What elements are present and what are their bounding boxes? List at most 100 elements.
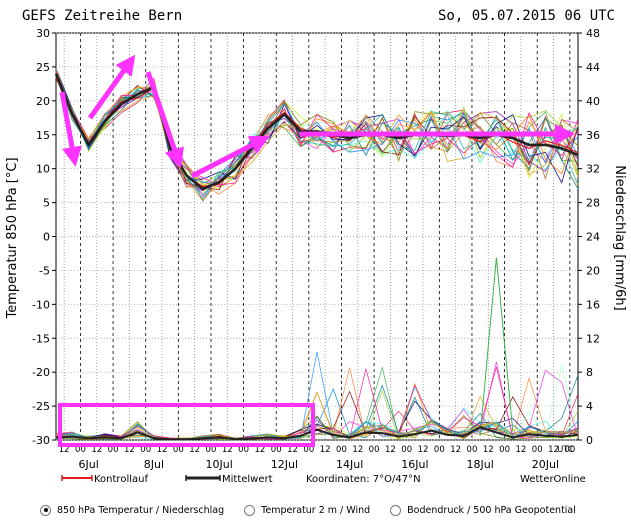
annotation-arrow xyxy=(59,91,82,167)
left-tick-label: 5 xyxy=(43,197,50,210)
hour-label: 12 xyxy=(483,445,494,455)
hour-label: 12 xyxy=(189,445,200,455)
option-temp-precip-label: 850 hPa Temperatur / Niederschlag xyxy=(57,504,225,516)
hour-label: 00 xyxy=(532,445,543,455)
hour-label: 00 xyxy=(369,445,380,455)
temp-member-line xyxy=(55,72,579,202)
hour-label: 00 xyxy=(303,445,314,455)
hour-label: 00 xyxy=(140,445,151,455)
left-tick-label: 10 xyxy=(36,163,50,176)
day-label: 16Jul xyxy=(401,458,428,471)
option-pressure[interactable]: Bodendruck / 500 hPa Geopotential xyxy=(390,504,576,516)
option-temp-precip[interactable]: 850 hPa Temperatur / Niederschlag xyxy=(40,504,225,516)
chart-title: GEFS Zeitreihe Bern xyxy=(22,8,182,24)
hour-label: 12 xyxy=(352,445,363,455)
right-tick-label: 12 xyxy=(586,332,600,345)
precip-member-line xyxy=(55,415,579,440)
day-label: 14Jul xyxy=(336,458,363,471)
day-label: 18Jul xyxy=(466,458,493,471)
hour-label: 12 xyxy=(222,445,233,455)
annotation-arrow xyxy=(145,71,184,169)
day-label: 12Jul xyxy=(271,458,298,471)
precip-peak-line xyxy=(479,257,514,436)
hour-label: 00 xyxy=(564,445,575,455)
radio-temp-precip[interactable] xyxy=(40,504,51,516)
left-axis-label: Temperatur 850 hPa [°C] xyxy=(5,157,20,319)
option-temp-wind-label: Temperatur 2 m / Wind xyxy=(261,504,371,516)
right-tick-label: 40 xyxy=(586,95,600,108)
legend: Kontrollauf Mittelwert Koordinaten: 7°O/… xyxy=(61,474,586,485)
hour-label: 12 xyxy=(548,445,559,455)
left-tick-label: 20 xyxy=(36,95,50,108)
right-tick-label: 0 xyxy=(586,434,593,447)
right-tick-label: 36 xyxy=(586,129,600,142)
option-temp-wind[interactable]: Temperatur 2 m / Wind xyxy=(244,504,371,516)
left-tick-label: 0 xyxy=(43,231,50,244)
hour-label: 12 xyxy=(450,445,461,455)
left-tick-label: -30 xyxy=(32,434,50,447)
hour-label: 00 xyxy=(108,445,119,455)
hour-label: 12 xyxy=(320,445,331,455)
left-tick-label: -10 xyxy=(32,298,50,311)
option-pressure-label: Bodendruck / 500 hPa Geopotential xyxy=(407,504,576,516)
day-label: 6Jul xyxy=(78,458,98,471)
hour-label: 00 xyxy=(271,445,282,455)
day-label: 20Jul xyxy=(532,458,559,471)
hour-label: 00 xyxy=(238,445,249,455)
hour-label: 00 xyxy=(336,445,347,455)
hour-label: 00 xyxy=(467,445,478,455)
left-axis-ticks: 30 25 20 15 10 5 0 -5 -10 -15 -20 -25 -30 xyxy=(32,27,56,447)
hour-label: 12 xyxy=(91,445,102,455)
hour-label: 00 xyxy=(173,445,184,455)
legend-mean: Mittelwert xyxy=(222,474,273,485)
x-axis-labels: 12 00 12 00 12 00 12 00 12 00 12 00 12 00 12 00 12 00 12 00… xyxy=(59,445,576,471)
utc-label: UTC xyxy=(557,445,574,455)
radio-pressure[interactable] xyxy=(390,504,402,516)
hour-label: 00 xyxy=(434,445,445,455)
annotations xyxy=(58,54,575,447)
view-selector: 850 hPa Temperatur / Niederschlag Temper… xyxy=(40,498,630,522)
brand-label: WetterOnline xyxy=(520,474,586,485)
radio-temp-wind[interactable] xyxy=(244,504,256,516)
hour-label: 00 xyxy=(499,445,510,455)
precip-member-line xyxy=(55,391,579,441)
right-tick-label: 8 xyxy=(586,366,593,379)
grid xyxy=(56,32,578,441)
hour-label: 12 xyxy=(385,445,396,455)
hour-label: 12 xyxy=(124,445,135,455)
left-tick-label: 15 xyxy=(36,129,50,142)
left-tick-label: -25 xyxy=(32,400,50,413)
hour-label: 12 xyxy=(515,445,526,455)
right-tick-label: 4 xyxy=(586,400,593,413)
precip-mean-line xyxy=(55,426,579,441)
hour-label: 00 xyxy=(401,445,412,455)
right-tick-label: 16 xyxy=(586,298,600,311)
annotation-box xyxy=(58,403,315,447)
hour-label: 12 xyxy=(59,445,70,455)
precip-member-line xyxy=(55,420,579,440)
left-tick-label: -20 xyxy=(32,366,50,379)
hour-label: 00 xyxy=(206,445,217,455)
hour-label: 12 xyxy=(254,445,265,455)
annotation-arrow xyxy=(87,54,136,120)
right-tick-label: 20 xyxy=(586,264,600,277)
right-axis-label: Niederschlag [mm/6h] xyxy=(612,165,627,310)
right-tick-label: 32 xyxy=(586,163,600,176)
left-tick-label: -15 xyxy=(32,332,50,345)
temp-member-line xyxy=(55,68,579,186)
right-tick-label: 28 xyxy=(586,197,600,210)
coordinates: Koordinaten: 7°O/47°N xyxy=(306,474,421,485)
left-tick-label: -5 xyxy=(39,264,50,277)
left-tick-label: 25 xyxy=(36,61,50,74)
hour-label: 00 xyxy=(75,445,86,455)
temp-member-line xyxy=(55,70,579,186)
legend-control: Kontrollauf xyxy=(94,474,148,485)
hour-label: 12 xyxy=(157,445,168,455)
right-tick-label: 44 xyxy=(586,61,600,74)
run-date: So, 05.07.2015 06 UTC xyxy=(438,8,615,24)
day-label: 8Jul xyxy=(144,458,164,471)
annotation-arrow xyxy=(190,135,271,179)
left-tick-label: 30 xyxy=(36,27,50,40)
